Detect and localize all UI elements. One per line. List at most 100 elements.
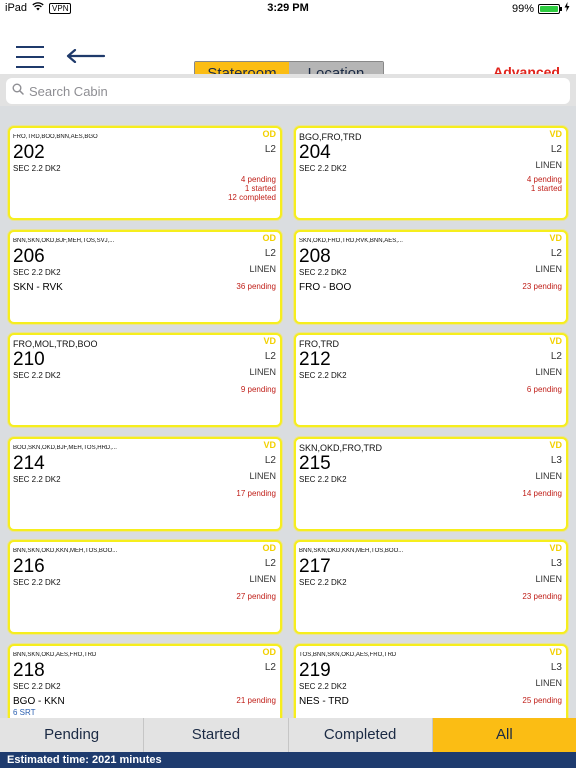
cabin-card[interactable]: BNN,SKN,OKD,KKN,MEH,TOS,BOO... VD 217 L3 SEC…: [294, 540, 568, 634]
cabin-codes: FRO,TRD,BOO,BNN,AES,BGO: [13, 134, 98, 140]
occupancy-badge: OD: [262, 543, 277, 553]
occupancy-badge: VD: [549, 336, 562, 346]
cabin-codes: BGO,FRO,TRD: [299, 132, 362, 142]
status-line: 36 pending: [236, 282, 276, 291]
cabin-section: SEC 2.2 DK2: [299, 268, 347, 277]
battery-fill: [540, 5, 558, 12]
task-status: 23 pending: [522, 282, 562, 291]
cabin-level: L2: [264, 144, 276, 155]
cabin-route: SKN - RVK: [13, 282, 63, 293]
cabin-card[interactable]: BOO,SKN,OKD,BJF,MEH,TOS,HRD,... VD 214 L2 SE…: [8, 437, 282, 531]
occupancy-badge: OD: [262, 647, 277, 657]
cabin-route: NES - TRD: [299, 696, 349, 707]
occupancy-badge: VD: [549, 440, 562, 450]
status-line: 23 pending: [522, 282, 562, 291]
status-bar: iPad VPN 3:29 PM 99%: [0, 0, 576, 16]
cabin-section: SEC 2.2 DK2: [299, 164, 347, 173]
search-bar: [0, 74, 576, 106]
task-status: 25 pending: [522, 696, 562, 705]
linen-label: LINEN: [535, 160, 562, 170]
hamburger-menu-icon[interactable]: [16, 46, 44, 68]
task-status: 17 pending: [236, 489, 276, 498]
cabin-number: 219: [299, 660, 331, 681]
wifi-icon: [32, 2, 44, 14]
cabin-route: FRO - BOO: [299, 282, 352, 293]
cabin-card[interactable]: BNN,SKN,OKD,AES,FRO,TRD OD 218 L2 SEC 2.2 DK…: [8, 644, 282, 718]
cabin-section: SEC 2.2 DK2: [299, 475, 347, 484]
status-left: iPad VPN: [5, 2, 72, 14]
status-line: 17 pending: [236, 489, 276, 498]
task-status: 36 pending: [236, 282, 276, 291]
search-input[interactable]: [29, 83, 529, 99]
cabin-card[interactable]: FRO,MOL,TRD,BOO VD 210 L2 SEC 2.2 DK2 LINEN 9 …: [8, 333, 282, 427]
task-status: 14 pending: [522, 489, 562, 498]
charging-icon: [564, 2, 570, 15]
cabin-codes: TOS,BNN,SKN,OKD,AES,FRO,TRD: [299, 652, 397, 658]
cabin-level: L2: [550, 351, 562, 362]
cabin-level: L2: [264, 558, 276, 569]
cabin-card[interactable]: TOS,BNN,SKN,OKD,AES,FRO,TRD VD 219 L3 SEC 2.…: [294, 644, 568, 718]
cabin-codes: BNN,SKN,OKD,KKN,MEH,TOS,BOO...: [13, 548, 118, 554]
cabin-card[interactable]: BNN,SKN,OKD,KKN,MEH,TOS,BOO... OD 216 L2 SEC…: [8, 540, 282, 634]
status-line: 9 pending: [240, 385, 276, 394]
status-time: 3:29 PM: [267, 2, 309, 14]
status-line: 4 pending: [240, 175, 276, 184]
linen-label: LINEN: [535, 367, 562, 377]
battery-icon: [538, 3, 562, 14]
linen-label: LINEN: [249, 264, 276, 274]
occupancy-badge: OD: [262, 233, 277, 243]
cabin-codes: BNN,SKN,OKD,KKN,MEH,TOS,BOO...: [299, 548, 404, 554]
cabin-card[interactable]: BGO,FRO,TRD VD 204 L2 SEC 2.2 DK2 LINEN 4 pend…: [294, 126, 568, 220]
occupancy-badge: VD: [549, 233, 562, 243]
tab-completed[interactable]: Completed: [289, 718, 433, 752]
cabin-level: L2: [264, 248, 276, 259]
tab-started[interactable]: Started: [144, 718, 289, 752]
status-line: 6 pending: [526, 385, 562, 394]
search-icon: [12, 82, 24, 100]
cabin-number: 217: [299, 556, 331, 577]
status-line: 23 pending: [522, 592, 562, 601]
tab-all[interactable]: All: [432, 718, 576, 752]
battery-percent: 99%: [511, 2, 534, 15]
estimated-time-footer: Estimated time: 2021 minutes: [0, 752, 576, 768]
cabin-level: L2: [264, 351, 276, 362]
status-line: 25 pending: [522, 696, 562, 705]
task-status: 4 pending 1 started 12 completed: [228, 175, 276, 202]
occupancy-badge: VD: [549, 647, 562, 657]
occupancy-badge: OD: [262, 129, 277, 139]
cabin-level: L2: [264, 455, 276, 466]
srt-label: 6 SRT: [13, 708, 36, 717]
cabin-card[interactable]: BNN,SKN,OKD,BJF,MEH,TOS,SVJ,... OD 206 L2 SE…: [8, 230, 282, 324]
cabin-codes: BNN,SKN,OKD,AES,FRO,TRD: [13, 652, 97, 658]
cabin-number: 214: [13, 453, 45, 474]
cabin-card[interactable]: SKN,OKD,FRO,TRD,RVK,BNN,AES,... VD 208 L2 SE…: [294, 230, 568, 324]
cabin-number: 216: [13, 556, 45, 577]
status-right: 99%: [512, 2, 570, 15]
cabin-section: SEC 2.2 DK2: [13, 371, 61, 380]
back-arrow-icon[interactable]: [66, 48, 106, 68]
task-status: 23 pending: [522, 592, 562, 601]
status-filter-tabs: Pending Started Completed All: [0, 718, 576, 752]
cabin-level: L2: [550, 248, 562, 259]
search-box: [6, 78, 570, 104]
task-status: 9 pending: [241, 385, 276, 394]
cabin-section: SEC 2.2 DK2: [13, 578, 61, 587]
occupancy-badge: VD: [263, 440, 276, 450]
cabin-card[interactable]: SKN,OKD,FRO,TRD VD 215 L3 SEC 2.2 DK2 LINEN 14…: [294, 437, 568, 531]
cabin-number: 218: [13, 660, 45, 681]
status-line: 4 pending: [526, 175, 562, 184]
cabin-number: 215: [299, 453, 331, 474]
linen-label: LINEN: [535, 574, 562, 584]
status-line: 21 pending: [236, 696, 276, 705]
status-line: 12 completed: [227, 193, 276, 202]
nav-bar: Stateroom Location Advanced: [0, 16, 576, 86]
cabin-section: SEC 2.2 DK2: [13, 682, 61, 691]
cabin-level: L2: [550, 144, 562, 155]
cabin-card[interactable]: FRO,TRD VD 212 L2 SEC 2.2 DK2 LINEN 6 pending: [294, 333, 568, 427]
cabin-card[interactable]: FRO,TRD,BOO,BNN,AES,BGO OD 202 L2 SEC 2.2 DK…: [8, 126, 282, 220]
cabin-level: L3: [550, 455, 562, 466]
occupancy-badge: VD: [549, 543, 562, 553]
linen-label: LINEN: [535, 678, 562, 688]
cabin-section: SEC 2.2 DK2: [299, 578, 347, 587]
tab-pending[interactable]: Pending: [0, 718, 145, 752]
